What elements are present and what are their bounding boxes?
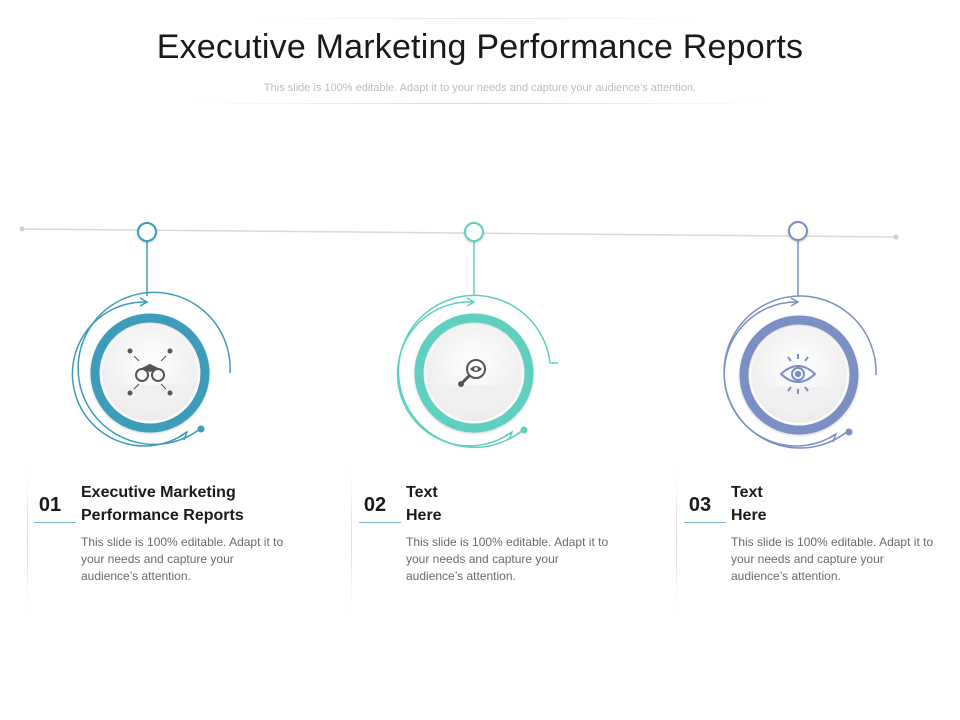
- item-1-heading: Executive Marketing Performance Reports: [81, 484, 244, 524]
- step-3-arrow-bottom: [828, 432, 838, 443]
- step-1-inner-arc: [71, 301, 188, 447]
- step-1-outer-arc: [77, 291, 231, 446]
- step-1-ring: [90, 313, 210, 433]
- step-3-arc-end-dot: [845, 428, 853, 436]
- step-3-outer-arc: [723, 295, 877, 449]
- item-3-description: This slide is 100% editable. Adapt it to…: [731, 535, 934, 583]
- item-2-heading: Text Here: [406, 484, 442, 524]
- step-2-graphic: [396, 222, 558, 449]
- step-3-graphic: [723, 221, 877, 449]
- item-2-number: 02: [363, 494, 387, 516]
- step-1-arrow-top: [139, 297, 149, 307]
- item-3-divider: [676, 470, 677, 610]
- item-3-heading: Text Here: [731, 484, 767, 524]
- step-1-disc: [102, 325, 198, 421]
- step-3-inner-arc: [723, 301, 837, 447]
- timeline-track: [21, 228, 897, 238]
- step-1-timeline-node: [137, 222, 157, 242]
- eye-target-icon: [779, 354, 817, 394]
- slide-subtitle: This slide is 100% editable. Adapt it to…: [263, 82, 697, 94]
- step-1-graphic: [71, 222, 231, 447]
- step-2-ring: [414, 313, 534, 433]
- item-2-number-rule: [359, 522, 401, 523]
- item-1-number-rule: [34, 522, 76, 523]
- step-2-inner-arc: [396, 301, 513, 447]
- item-2-divider: [351, 470, 352, 610]
- subtitle-rule: [190, 103, 770, 104]
- item-1-number: 01: [38, 494, 62, 516]
- step-2-arc-end-dot: [520, 426, 528, 434]
- item-1-description: This slide is 100% editable. Adapt it to…: [81, 535, 284, 583]
- item-3-number-rule: [684, 522, 726, 523]
- binoculars-icon: [127, 348, 173, 396]
- step-2-arrow-bottom: [504, 430, 514, 441]
- step-3-ring: [739, 315, 859, 435]
- slide-title: Executive Marketing Performance Reports: [156, 28, 804, 66]
- step-3-timeline-node: [788, 221, 808, 241]
- timeline-end-dot: [893, 234, 899, 240]
- step-1-arc-end-dot: [197, 425, 205, 433]
- step-3-arrow-top: [790, 297, 800, 307]
- item-3-number: 03: [688, 494, 712, 516]
- timeline-start-dot: [19, 226, 25, 232]
- item-1-divider: [27, 470, 28, 610]
- step-2-arrow-top: [466, 297, 476, 307]
- step-1-arrow-bottom: [179, 430, 189, 441]
- top-decorative-rule: [260, 18, 700, 19]
- step-2-timeline-node: [464, 222, 484, 242]
- eye-search-icon: [458, 359, 486, 387]
- item-2-description: This slide is 100% editable. Adapt it to…: [406, 535, 609, 583]
